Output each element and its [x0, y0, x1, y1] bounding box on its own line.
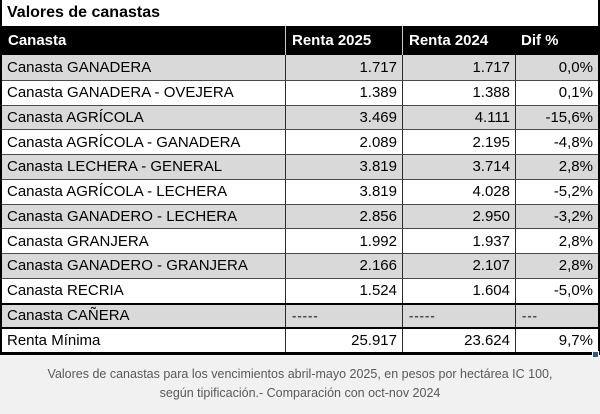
table-row: Canasta GANADERA 1.717 1.717 0,0%: [2, 55, 598, 80]
renta-2025-cell: 2.166: [285, 254, 402, 278]
dif-cell: 2,8%: [515, 254, 598, 278]
renta-2025-cell: 1.389: [285, 80, 402, 105]
dif-cell: -3,2%: [515, 204, 598, 229]
canasta-cell: Canasta GANADERO - GRANJERA: [7, 257, 248, 275]
dif-cell: -15,6%: [515, 105, 598, 130]
renta-2025-cell: 3.819: [285, 155, 402, 179]
dif-cell: 2,8%: [515, 155, 598, 179]
renta-2024-cell: 2.107: [402, 254, 515, 278]
caption-line-2: según tipificación.- Comparación con oct…: [159, 386, 441, 400]
table-row: Canasta AGRÍCOLA 3.469 4.111 -15,6%: [2, 104, 598, 130]
col-header-dif: Dif %: [521, 32, 559, 49]
canasta-cell: Canasta GANADERA: [7, 58, 152, 76]
dif-cell: -5,2%: [515, 179, 598, 204]
renta-2025-cell: 1.717: [285, 55, 402, 80]
dif-cell: 2,8%: [515, 229, 598, 253]
canastas-table: Valores de canastas Canasta Renta 2025 R…: [0, 0, 600, 358]
renta-2024-cell: 4.028: [402, 179, 515, 204]
renta-2024-cell: 3.714: [402, 155, 515, 179]
table-row: Renta Mínima 25.917 23.624 9,7%: [2, 327, 598, 352]
renta-2024-cell: 1.388: [402, 80, 515, 105]
canasta-cell: Canasta GRANJERA: [7, 232, 149, 250]
canasta-cell: Canasta RECRIA: [7, 282, 124, 300]
renta-2025-cell: 3.469: [285, 105, 402, 130]
renta-2024-cell: -----: [402, 304, 515, 328]
canasta-cell: Canasta CAÑERA: [7, 307, 130, 325]
renta-2025-cell: 3.819: [285, 179, 402, 204]
renta-2025-cell: 1.524: [285, 278, 402, 303]
dif-cell: -5,0%: [515, 278, 598, 303]
table-row: Canasta LECHERA - GENERAL 3.819 3.714 2,…: [2, 154, 598, 179]
renta-2025-cell: 2.089: [285, 130, 402, 154]
canasta-cell: Canasta LECHERA - GENERAL: [7, 158, 223, 176]
dif-cell: -4,8%: [515, 130, 598, 154]
table-header-row: Canasta Renta 2025 Renta 2024 Dif %: [2, 26, 598, 55]
table-row: Canasta GANADERO - LECHERA 2.856 2.950 -…: [2, 203, 598, 229]
caption-line-1: Valores de canastas para los vencimiento…: [47, 367, 553, 381]
table-row: Canasta RECRIA 1.524 1.604 -5,0%: [2, 277, 598, 303]
canasta-cell: Canasta AGRÍCOLA - GANADERA: [7, 133, 241, 151]
renta-2025-cell: 2.856: [285, 204, 402, 229]
renta-2024-cell: 2.950: [402, 204, 515, 229]
renta-2024-cell: 1.937: [402, 229, 515, 253]
canasta-cell: Canasta GANADERA - OVEJERA: [7, 84, 234, 102]
col-header-renta-2025: Renta 2025: [285, 26, 402, 55]
dif-cell: 0,1%: [515, 80, 598, 105]
renta-2025-cell: -----: [285, 304, 402, 328]
dif-cell: 0,0%: [515, 55, 598, 80]
table-row: Canasta GRANJERA 1.992 1.937 2,8%: [2, 228, 598, 253]
col-header-canasta: Canasta: [8, 32, 67, 49]
renta-2024-cell: 4.111: [402, 105, 515, 130]
table-row: Canasta CAÑERA ----- ----- ---: [2, 302, 598, 328]
page-title: Valores de canastas: [2, 0, 598, 26]
canasta-cell: Canasta GANADERO - LECHERA: [7, 207, 238, 225]
renta-2024-cell: 23.624: [402, 329, 515, 352]
canasta-cell: Canasta AGRÍCOLA - LECHERA: [7, 183, 228, 201]
col-header-renta-2024: Renta 2024: [402, 26, 515, 55]
renta-2025-cell: 25.917: [285, 329, 402, 352]
canasta-cell: Renta Mínima: [7, 332, 101, 350]
table-row: Canasta GANADERA - OVEJERA 1.389 1.388 0…: [2, 79, 598, 105]
dif-cell: 9,7%: [515, 329, 598, 352]
renta-2025-cell: 1.992: [285, 229, 402, 253]
selection-fill-handle[interactable]: [592, 351, 599, 358]
renta-2024-cell: 1.717: [402, 55, 515, 80]
renta-2024-cell: 2.195: [402, 130, 515, 154]
dif-cell: ---: [515, 304, 598, 328]
table-row: Canasta GANADERO - GRANJERA 2.166 2.107 …: [2, 253, 598, 278]
renta-2024-cell: 1.604: [402, 278, 515, 303]
table-row: Canasta AGRÍCOLA - LECHERA 3.819 4.028 -…: [2, 178, 598, 204]
table-row: Canasta AGRÍCOLA - GANADERA 2.089 2.195 …: [2, 129, 598, 154]
canasta-cell: Canasta AGRÍCOLA: [7, 108, 144, 126]
table-caption: Valores de canastas para los vencimiento…: [0, 355, 600, 414]
